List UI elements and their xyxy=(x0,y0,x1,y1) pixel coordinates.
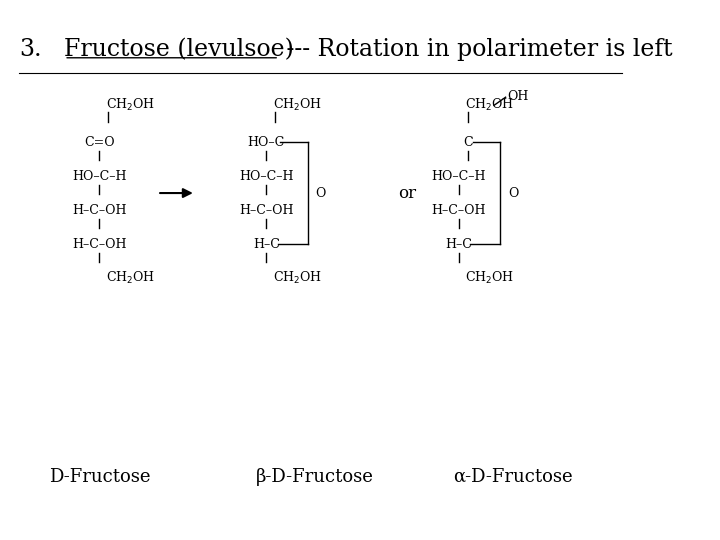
Text: H–C: H–C xyxy=(446,238,472,251)
Text: HO–C: HO–C xyxy=(248,136,285,148)
Text: HO–C–H: HO–C–H xyxy=(431,170,486,183)
Text: CH$_2$OH: CH$_2$OH xyxy=(465,97,514,113)
Text: D-Fructose: D-Fructose xyxy=(49,468,150,486)
Text: β-D-Fructose: β-D-Fructose xyxy=(256,468,374,486)
Text: H–C–OH: H–C–OH xyxy=(239,204,294,217)
Text: 3.: 3. xyxy=(19,38,42,61)
Text: CH$_2$OH: CH$_2$OH xyxy=(465,270,514,286)
Text: Fructose (levulsoe): Fructose (levulsoe) xyxy=(64,38,294,61)
Text: --- Rotation in polarimeter is left: --- Rotation in polarimeter is left xyxy=(279,38,672,61)
Text: C: C xyxy=(463,136,472,148)
Text: CH$_2$OH: CH$_2$OH xyxy=(106,270,155,286)
Text: H–C–OH: H–C–OH xyxy=(72,204,127,217)
Text: α-D-Fructose: α-D-Fructose xyxy=(454,468,573,486)
Text: H–C–OH: H–C–OH xyxy=(72,238,127,251)
Text: O: O xyxy=(315,186,326,200)
Text: CH$_2$OH: CH$_2$OH xyxy=(273,270,322,286)
Text: H–C–OH: H–C–OH xyxy=(431,204,486,217)
Text: CH$_2$OH: CH$_2$OH xyxy=(273,97,322,113)
Text: HO–C–H: HO–C–H xyxy=(72,170,127,183)
Text: OH: OH xyxy=(507,90,528,103)
Text: or: or xyxy=(398,185,416,201)
Text: O: O xyxy=(508,186,518,200)
Text: HO–C–H: HO–C–H xyxy=(239,170,294,183)
Text: C=O: C=O xyxy=(84,136,114,148)
Text: H–C: H–C xyxy=(253,238,280,251)
Text: CH$_2$OH: CH$_2$OH xyxy=(106,97,155,113)
